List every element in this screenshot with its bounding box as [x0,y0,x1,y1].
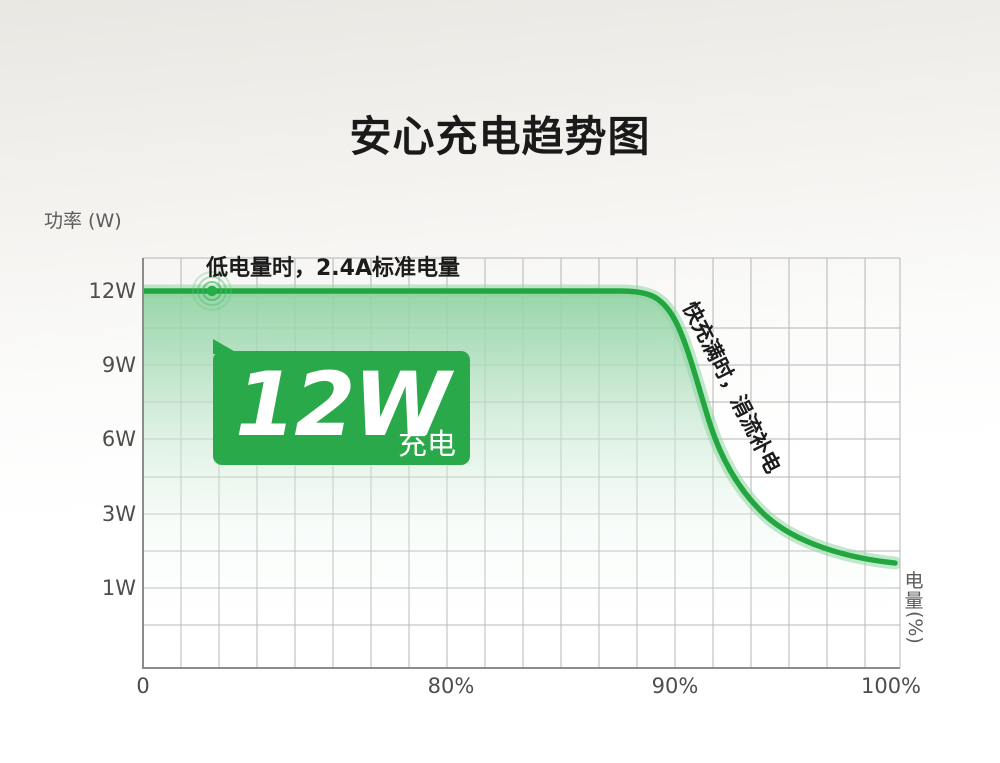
series-area-fill [143,291,895,669]
y-tick-label: 12W [88,279,137,303]
y-tick-label: 1W [101,576,136,600]
x-axis-title: 电量 (%) [901,570,927,644]
badge-sublabel: 充电 [397,427,456,461]
page-title: 安心充电趋势图 [349,112,651,161]
data-point-marker-low-power[interactable] [192,271,232,311]
axis-lines [142,258,900,669]
x-axis-title-text: 电量 [904,570,924,612]
badge-value: 12W [235,353,451,456]
y-axis-title: 功率 (W) [44,210,122,232]
x-tick-label: 90% [651,674,699,698]
y-tick-label: 9W [101,353,136,377]
x-tick-label: 80% [427,674,475,698]
y-tick-label: 6W [101,427,136,451]
x-tick-label: 100% [860,674,922,698]
badge-tail [213,339,239,354]
x-tick-label: 0 [136,674,150,698]
y-axis-ticks: 12W 9W 6W 3W 1W [0,0,137,763]
y-tick-label: 3W [101,502,136,526]
power-badge: 12W 充电 [213,351,470,465]
series-line-charging-power [143,288,898,566]
annotation-low-power: 低电量时，2.4A标准电量 [206,256,460,281]
